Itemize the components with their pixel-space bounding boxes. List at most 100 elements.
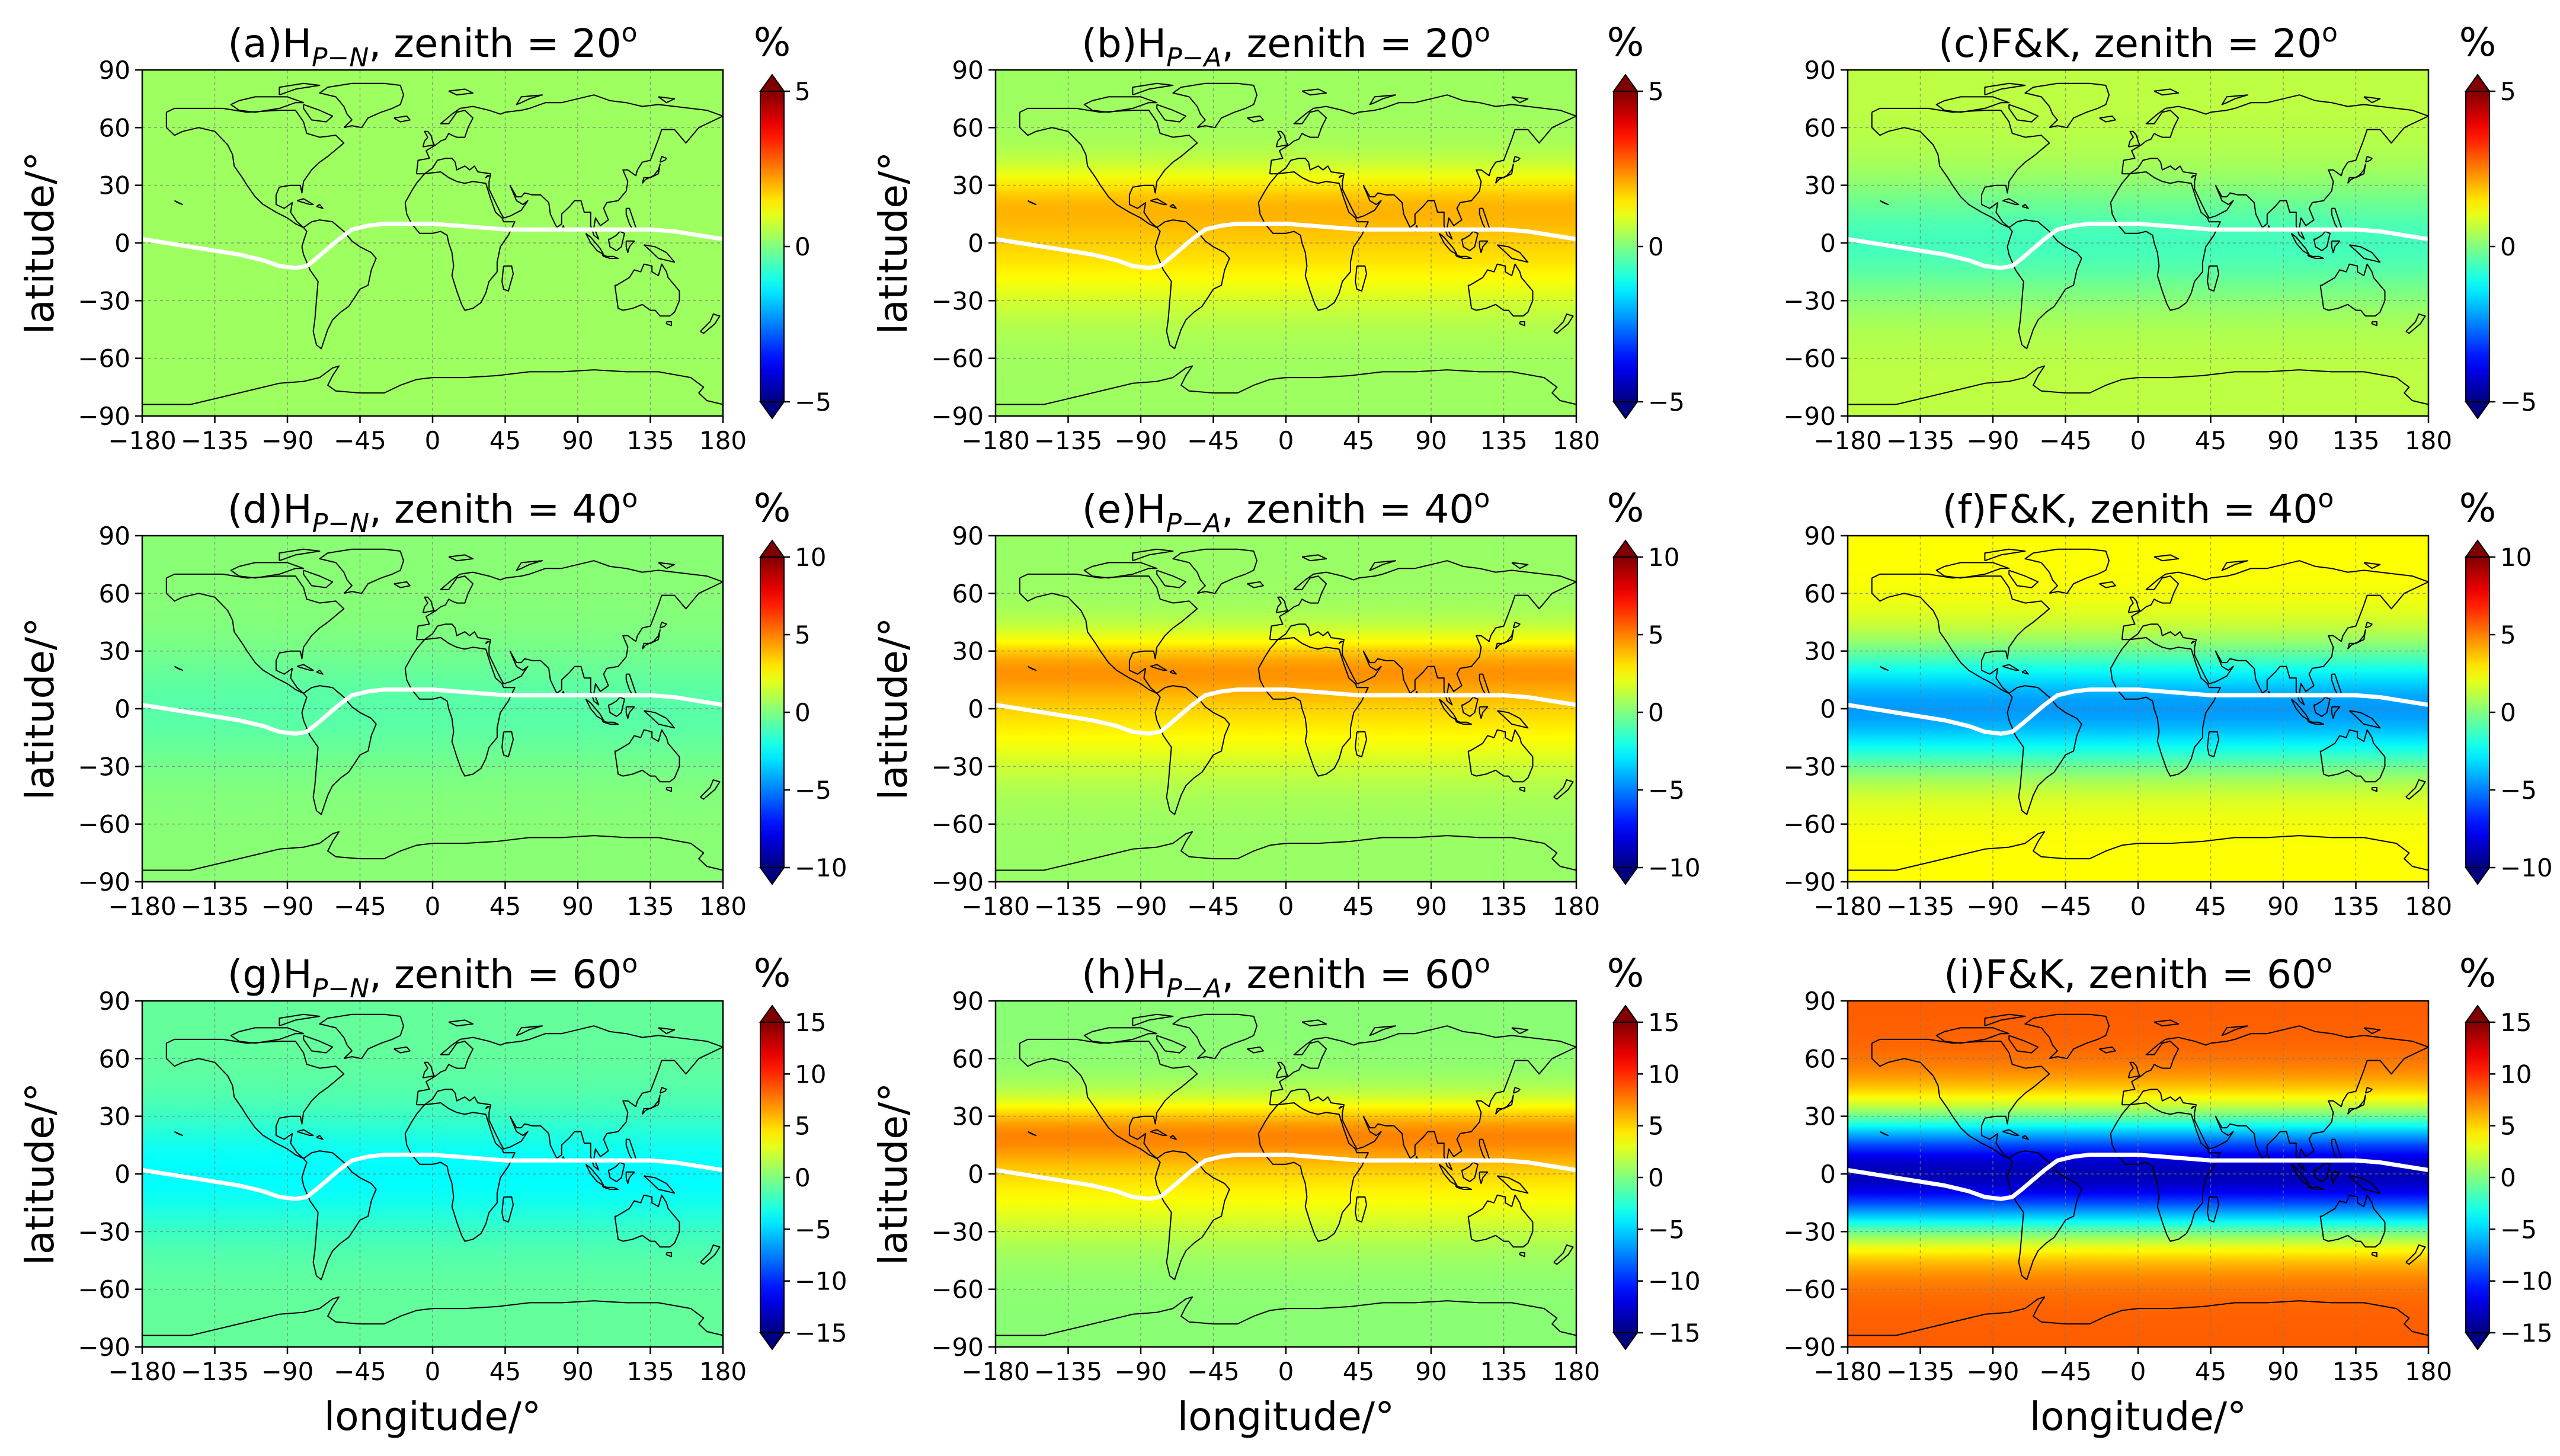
coastline [996, 365, 1577, 405]
coastline [404, 637, 516, 777]
coastline [2099, 1046, 2116, 1054]
coastline [165, 1038, 345, 1159]
y-tick-label: 90 [99, 987, 130, 1016]
coastline [1511, 96, 1529, 104]
coastline [415, 560, 724, 706]
x-tick-label: 180 [699, 1357, 747, 1386]
colorbar-tick-label: 10 [1648, 543, 1679, 572]
coastline [2099, 581, 2116, 588]
x-tick-label: 135 [2332, 1357, 2379, 1386]
coastline [1519, 1252, 1525, 1257]
colorbar-tick-label: 5 [1648, 77, 1664, 106]
colorbar-extend-max [1612, 1004, 1639, 1023]
x-tick-label: 180 [2405, 892, 2452, 921]
coastline [1169, 1135, 1177, 1140]
colorbar-tick-label: −5 [795, 388, 831, 417]
y-tick-label: −60 [78, 344, 130, 373]
coastline [2331, 706, 2341, 719]
colorbar-tick-label: −5 [1648, 1215, 1685, 1244]
y-tick-label: 90 [952, 521, 984, 551]
x-tick-label: 45 [2195, 892, 2226, 921]
coastline [1154, 219, 1230, 350]
coastline [2347, 164, 2366, 184]
coastline [1172, 1013, 1257, 1060]
colorbar-extend-max [759, 1004, 785, 1023]
coastline [2190, 175, 2196, 178]
coastline [1479, 1171, 1489, 1185]
coastline [1150, 664, 1167, 671]
colorbar-tick-label: 0 [2500, 232, 2516, 261]
panel-a: −180 −135 −90 −45 0 45 90 135 180 90 60 30 0 −30 −60 −9… [17, 18, 831, 455]
y-tick-label: 30 [99, 171, 130, 200]
colorbar-tick-label: 10 [795, 1060, 826, 1089]
x-tick-label: 0 [425, 426, 441, 455]
coastline [393, 115, 411, 123]
x-tick-label: −135 [1886, 426, 1954, 455]
colorbar-tick-label: 0 [795, 1163, 811, 1192]
y-tick-label: −90 [1783, 402, 1836, 431]
x-tick-label: 90 [2267, 426, 2299, 455]
colorbar-gradient [2465, 1022, 2490, 1333]
coastline [1301, 1019, 1327, 1027]
coastline [1512, 622, 1521, 629]
coastline [2121, 94, 2429, 240]
y-tick-label: 30 [1804, 637, 1836, 666]
coastline [1156, 1035, 1187, 1054]
coastline [643, 710, 676, 729]
coastline [1247, 1046, 1264, 1054]
coastline [1156, 104, 1187, 123]
colorbar-tick-label: 0 [795, 698, 811, 727]
colorbar-unit: % [754, 485, 791, 531]
colorbar-gradient [760, 556, 785, 868]
coastline [1369, 1025, 1397, 1036]
gridlines [996, 1001, 1576, 1347]
coastline [1275, 130, 1288, 148]
y-tick-label: −90 [931, 868, 984, 897]
coastline [1495, 1095, 1514, 1115]
colorbar-extend-min [1612, 1332, 1639, 1351]
coastline [700, 1244, 721, 1265]
y-tick-label: 90 [99, 56, 130, 85]
coastline [448, 88, 474, 96]
gridlines [142, 70, 723, 416]
gridlines [996, 70, 1576, 416]
coastline [2153, 1019, 2180, 1027]
coastline [1879, 200, 1889, 206]
coastline [422, 596, 435, 613]
coastline [1019, 1038, 1198, 1159]
x-tick-label: 90 [1415, 892, 1447, 921]
y-tick-label: 30 [1804, 1102, 1836, 1131]
y-tick-label: 60 [952, 113, 984, 142]
y-tick-label: −30 [931, 1217, 984, 1246]
coastline [2290, 1164, 2310, 1186]
magnetic-equator-line [140, 687, 725, 736]
coastline [1257, 1102, 1369, 1242]
x-tick-label: 45 [2195, 426, 2226, 455]
x-tick-label: −90 [1115, 426, 1167, 455]
coastline [1455, 719, 1473, 725]
coastline [585, 1164, 604, 1186]
coastline [1275, 596, 1288, 613]
colorbar: 15 10 5 0 −5 −10 −15% [2459, 951, 2553, 1351]
coastline [658, 1027, 676, 1035]
y-tick-label: 60 [1804, 1044, 1836, 1073]
coastline [1083, 562, 1158, 579]
coastlines [142, 548, 724, 871]
coastline [1495, 164, 1514, 184]
x-tick-label: 90 [2267, 1357, 2299, 1386]
coastline [625, 706, 635, 719]
coastline [700, 313, 721, 334]
colorbar-tick-label: 0 [1648, 232, 1664, 261]
x-axis-label: longitude/° [2030, 1394, 2247, 1439]
x-tick-label: 0 [1278, 1357, 1294, 1386]
x-tick-label: −180 [961, 1357, 1029, 1386]
y-tick-label: 30 [1804, 171, 1836, 200]
coastline [659, 156, 667, 163]
x-tick-label: 45 [489, 1357, 521, 1386]
coastline [2190, 641, 2196, 644]
coastline [1496, 710, 1529, 729]
x-tick-label: −135 [1034, 426, 1102, 455]
x-tick-label: −180 [108, 892, 176, 921]
coastline [1369, 94, 1397, 105]
y-tick-label: −90 [78, 402, 130, 431]
